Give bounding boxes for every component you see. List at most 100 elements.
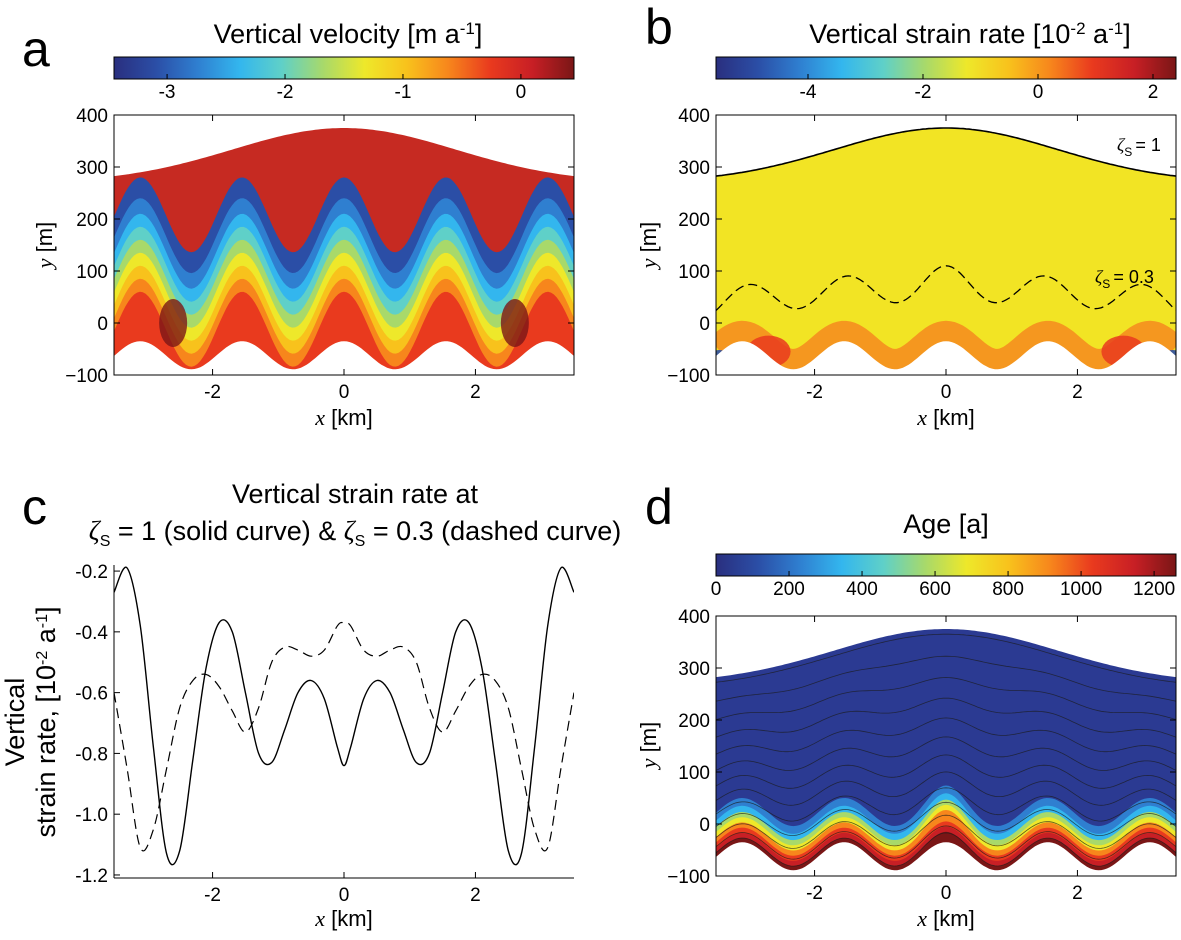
panel-d-colorbar-tick-label: 0: [711, 579, 722, 600]
panel-d-xtick-label: 2: [1072, 883, 1083, 904]
panel-a-xtick-label: -2: [204, 382, 221, 403]
panel-c-ylabel-line2: strain rate, [10-2 a-1]: [31, 606, 61, 837]
panel-b-ice-region: [716, 128, 1176, 375]
panel-d-colorbar-ticks: 0 200 400 600 800 1000 1200: [711, 571, 1175, 600]
panel-a-velocity-core: [159, 299, 188, 347]
panel-c-xtick-label: 0: [339, 885, 350, 906]
panel-d-ytick-label: 0: [699, 815, 710, 836]
panel-d-ytick-label: 400: [678, 607, 710, 628]
panel-b-surface-contour: [716, 127, 1176, 177]
panel-a-xtick-label: 0: [339, 382, 350, 403]
panel-a-colorbar-tick-label: 0: [516, 82, 527, 103]
panel-a-colorbar-tick-label: -2: [277, 82, 294, 103]
panel-a-colorbar: [113, 56, 575, 80]
panel-a-colorbar-tick-label: -3: [159, 82, 176, 103]
panel-b-colorbar-tick-label: 0: [1033, 82, 1044, 103]
panel-d-ytick-label: 300: [678, 659, 710, 680]
panel-a-xticks: -2 0 2: [204, 115, 481, 403]
panel-b-ytick-label: 100: [678, 262, 710, 283]
panel-c-xtick-label: -2: [204, 885, 221, 906]
panel-d-ytick-label: −100: [667, 867, 710, 888]
panel-c-ylabel-line1: Vertical: [0, 678, 30, 767]
panel-label-b: b: [645, 0, 673, 55]
panel-b-annotation-zeta-03: ζS = 0.3: [1095, 267, 1154, 291]
panel-b-colorbar-tick-label: 2: [1148, 82, 1159, 103]
panel-a-ytick-label: 200: [76, 210, 108, 231]
panel-d-colorbar-tick-label: 200: [773, 579, 805, 600]
panel-d-isochrone: [716, 633, 1176, 683]
panel-d-xlabel: x [km]: [916, 906, 974, 931]
panel-b-title: Vertical strain rate [10-2 a-1]: [809, 19, 1130, 49]
panel-a-ylabel: y [m]: [32, 222, 57, 270]
panel-c-ytick-label: -1.0: [75, 805, 108, 826]
panel-d-isochrone: [716, 717, 1176, 755]
panel-c-xtick-label: 2: [470, 885, 481, 906]
panel-a-title: Vertical velocity [m a-1]: [214, 19, 483, 49]
panel-d-isochrone: [716, 677, 1176, 720]
panel-d-isochrone: [716, 801, 1176, 836]
panel-c-xticks: -2 0 2: [204, 872, 481, 906]
panel-d-ylabel: y [m]: [636, 722, 661, 770]
panel-a-bed: [114, 341, 574, 375]
panel-d-isochrone: [716, 771, 1176, 806]
panel-d-colorbar-tick-label: 1000: [1060, 579, 1102, 600]
panel-c-series-dashed: [114, 621, 574, 852]
panel-b-field: [716, 115, 1176, 375]
panel-d-isochrone: [716, 814, 1176, 849]
panel-b-xticks: -2 0 2: [806, 115, 1083, 403]
panel-b-yticks: −100 0 100 200 300 400: [667, 106, 1176, 387]
panel-d-isochrone: [716, 825, 1176, 860]
panel-b-colorbar-tick-label: -4: [800, 82, 817, 103]
panel-b-xlabel: x [km]: [916, 405, 974, 430]
panel-c-ytick-label: -0.8: [75, 744, 108, 765]
panel-d-colorbar-tick-label: 1200: [1133, 579, 1175, 600]
panel-d-colorbar-tick-label: 800: [992, 579, 1024, 600]
panel-label-c: c: [22, 479, 47, 535]
panel-d-isochrone: [716, 787, 1176, 822]
panel-b-basal-band: [716, 320, 1176, 371]
panel-c-title-line2: ζS = 1 (solid curve) & ζS = 0.3 (dashed …: [89, 516, 621, 550]
panel-b-bed: [716, 341, 1176, 375]
panel-c-yticks: -0.2 -0.4 -0.6 -0.8 -1.0 -1.2: [75, 562, 120, 887]
panel-c-xlabel: x [km]: [314, 906, 372, 931]
panel-b: b Vertical strain rate [10-2 a-1] -4 -2 0 2…: [636, 0, 1177, 430]
panel-a-velocity-core: [500, 299, 529, 347]
panel-d-colorbar-tick-label: 400: [846, 579, 878, 600]
panel-b-xtick-label: -2: [806, 382, 823, 403]
panel-a-xtick-label: 2: [470, 382, 481, 403]
panel-d-xtick-label: -2: [806, 883, 823, 904]
panel-b-ytick-label: 200: [678, 210, 710, 231]
panel-b-ytick-label: 400: [678, 106, 710, 127]
panel-b-ytick-label: 300: [678, 158, 710, 179]
panel-label-d: d: [645, 479, 673, 535]
panel-a-colorbar-tick-label: -1: [395, 82, 412, 103]
panel-a-field: [114, 115, 574, 375]
panel-d: d Age [a] 0 200 400 600 800 1000 1200 -2 0 2 −10…: [636, 479, 1177, 931]
panel-d-isochrone: [716, 697, 1176, 738]
panel-c-plot-area: [114, 565, 574, 878]
panel-c-ytick-label: -1.2: [75, 866, 108, 887]
panel-c-lines: [114, 566, 574, 866]
panel-c-series-solid: [114, 566, 574, 866]
panel-c-ytick-label: -0.4: [75, 623, 108, 644]
panel-a-ytick-label: −100: [65, 366, 108, 387]
panel-b-xtick-label: 2: [1072, 382, 1083, 403]
panel-a-xlabel: x [km]: [314, 405, 372, 430]
panel-d-yticks: −100 0 100 200 300 400: [667, 607, 1176, 888]
panel-d-isochrone: [716, 655, 1176, 702]
panel-a-ytick-label: 0: [97, 314, 108, 335]
panel-d-isochrone: [716, 832, 1176, 867]
panel-c-ytick-label: -0.2: [75, 562, 108, 583]
panel-b-colorbar-ticks: -4 -2 0 2: [800, 74, 1159, 103]
panel-d-ytick-label: 100: [678, 763, 710, 784]
panel-d-colorbar: [715, 553, 1177, 577]
panel-d-xtick-label: 0: [941, 883, 952, 904]
panel-a-ytick-label: 100: [76, 262, 108, 283]
panel-d-ytick-label: 200: [678, 711, 710, 732]
panel-c-ytick-label: -0.6: [75, 684, 108, 705]
panel-a-yticks: −100 0 100 200 300 400: [65, 106, 574, 387]
panel-b-annotation-zeta-1: ζS = 1: [1117, 135, 1161, 159]
panel-label-a: a: [22, 21, 50, 77]
panel-d-isochrones: [716, 633, 1176, 867]
